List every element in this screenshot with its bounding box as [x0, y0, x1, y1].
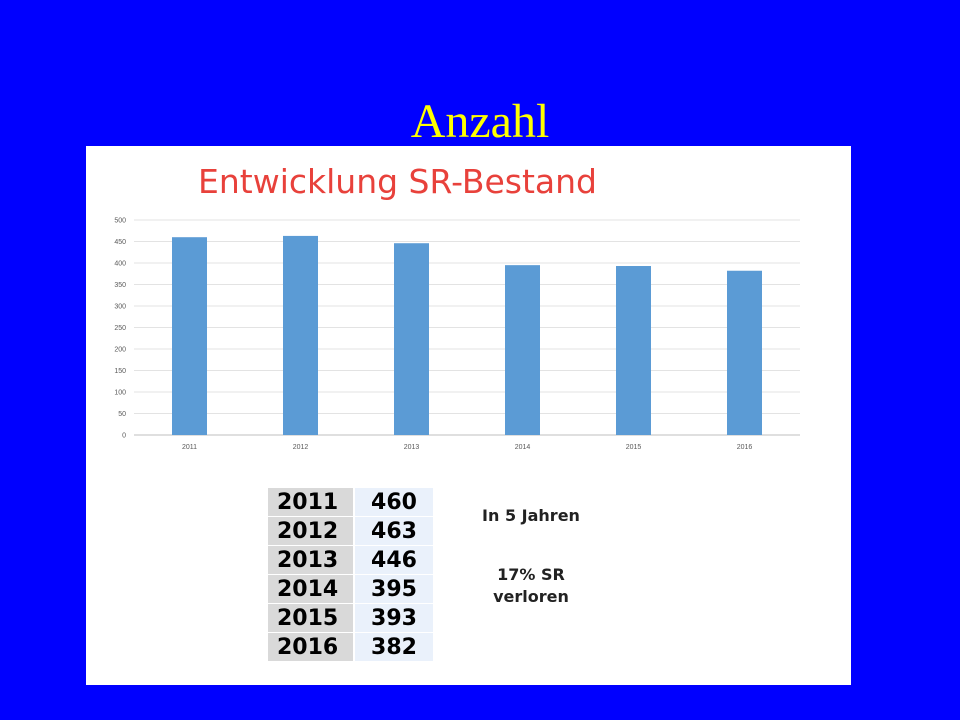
- x-tick-label: 2014: [515, 444, 531, 451]
- note-percent: 17% SR: [497, 565, 565, 584]
- slide-title: Anzahl: [410, 95, 550, 148]
- data-table: 2011 460 2012 463 2013 446 2014 395 2015 393 2016 3…: [268, 488, 435, 662]
- bar: [283, 235, 318, 435]
- table-value-cell: 446: [354, 545, 435, 575]
- y-tick-label: 0: [122, 433, 126, 440]
- table-row: 2015 393: [268, 603, 435, 633]
- y-tick-label: 200: [114, 347, 126, 354]
- data-table-body: 2011 460 2012 463 2013 446 2014 395 2015 393 2016 3…: [268, 488, 435, 662]
- y-tick-label: 500: [114, 218, 126, 225]
- bar: [394, 243, 429, 435]
- bar: [616, 266, 651, 435]
- x-tick-label: 2015: [626, 444, 642, 451]
- y-tick-label: 450: [114, 239, 126, 246]
- y-tick-label: 100: [114, 390, 126, 397]
- table-row: 2013 446: [268, 545, 435, 575]
- y-tick-label: 250: [114, 325, 126, 332]
- x-tick-label: 2016: [737, 444, 753, 451]
- table-year-cell: 2011: [268, 488, 355, 517]
- bar: [172, 237, 207, 435]
- x-tick-label: 2013: [404, 444, 420, 451]
- note-lost: verloren: [493, 587, 569, 606]
- chart-title-wrap: Entwicklung SR-Bestand: [198, 162, 718, 206]
- table-row: 2014 395: [268, 574, 435, 604]
- table-value-cell: 393: [354, 603, 435, 633]
- note-years: In 5 Jahren: [482, 506, 580, 525]
- table-value-cell: 382: [354, 632, 435, 662]
- y-tick-label: 350: [114, 282, 126, 289]
- y-tick-label: 300: [114, 304, 126, 311]
- chart-title: Entwicklung SR-Bestand: [198, 162, 597, 201]
- table-row: 2011 460: [268, 488, 435, 517]
- gridlines: [134, 219, 800, 436]
- note-loss: 17% SR verloren: [456, 564, 606, 608]
- table-year-cell: 2013: [268, 545, 355, 575]
- table-row: 2016 382: [268, 632, 435, 662]
- bar: [727, 270, 762, 435]
- table-year-cell: 2014: [268, 574, 355, 604]
- table-row: 2012 463: [268, 516, 435, 546]
- x-tick-label: 2012: [293, 444, 309, 451]
- x-axis-ticks: 2011 2012 2013 2014 2015 2016: [182, 444, 752, 451]
- bars: [172, 235, 762, 435]
- x-tick-label: 2011: [182, 444, 197, 451]
- y-tick-label: 400: [114, 261, 126, 268]
- bar: [505, 265, 540, 435]
- table-value-cell: 395: [354, 574, 435, 604]
- table-year-cell: 2016: [268, 632, 355, 662]
- table-value-cell: 463: [354, 516, 435, 546]
- table-year-cell: 2015: [268, 603, 355, 633]
- y-tick-label: 50: [118, 411, 126, 418]
- chart-panel: Entwicklung SR-Bestand 0 50 100 150 200 250 30…: [86, 146, 851, 685]
- y-axis-ticks: 0 50 100 150 200 250 300 350 400 450 500: [114, 218, 126, 440]
- table-value-cell: 460: [354, 488, 435, 517]
- table-year-cell: 2012: [268, 516, 355, 546]
- y-tick-label: 150: [114, 368, 126, 375]
